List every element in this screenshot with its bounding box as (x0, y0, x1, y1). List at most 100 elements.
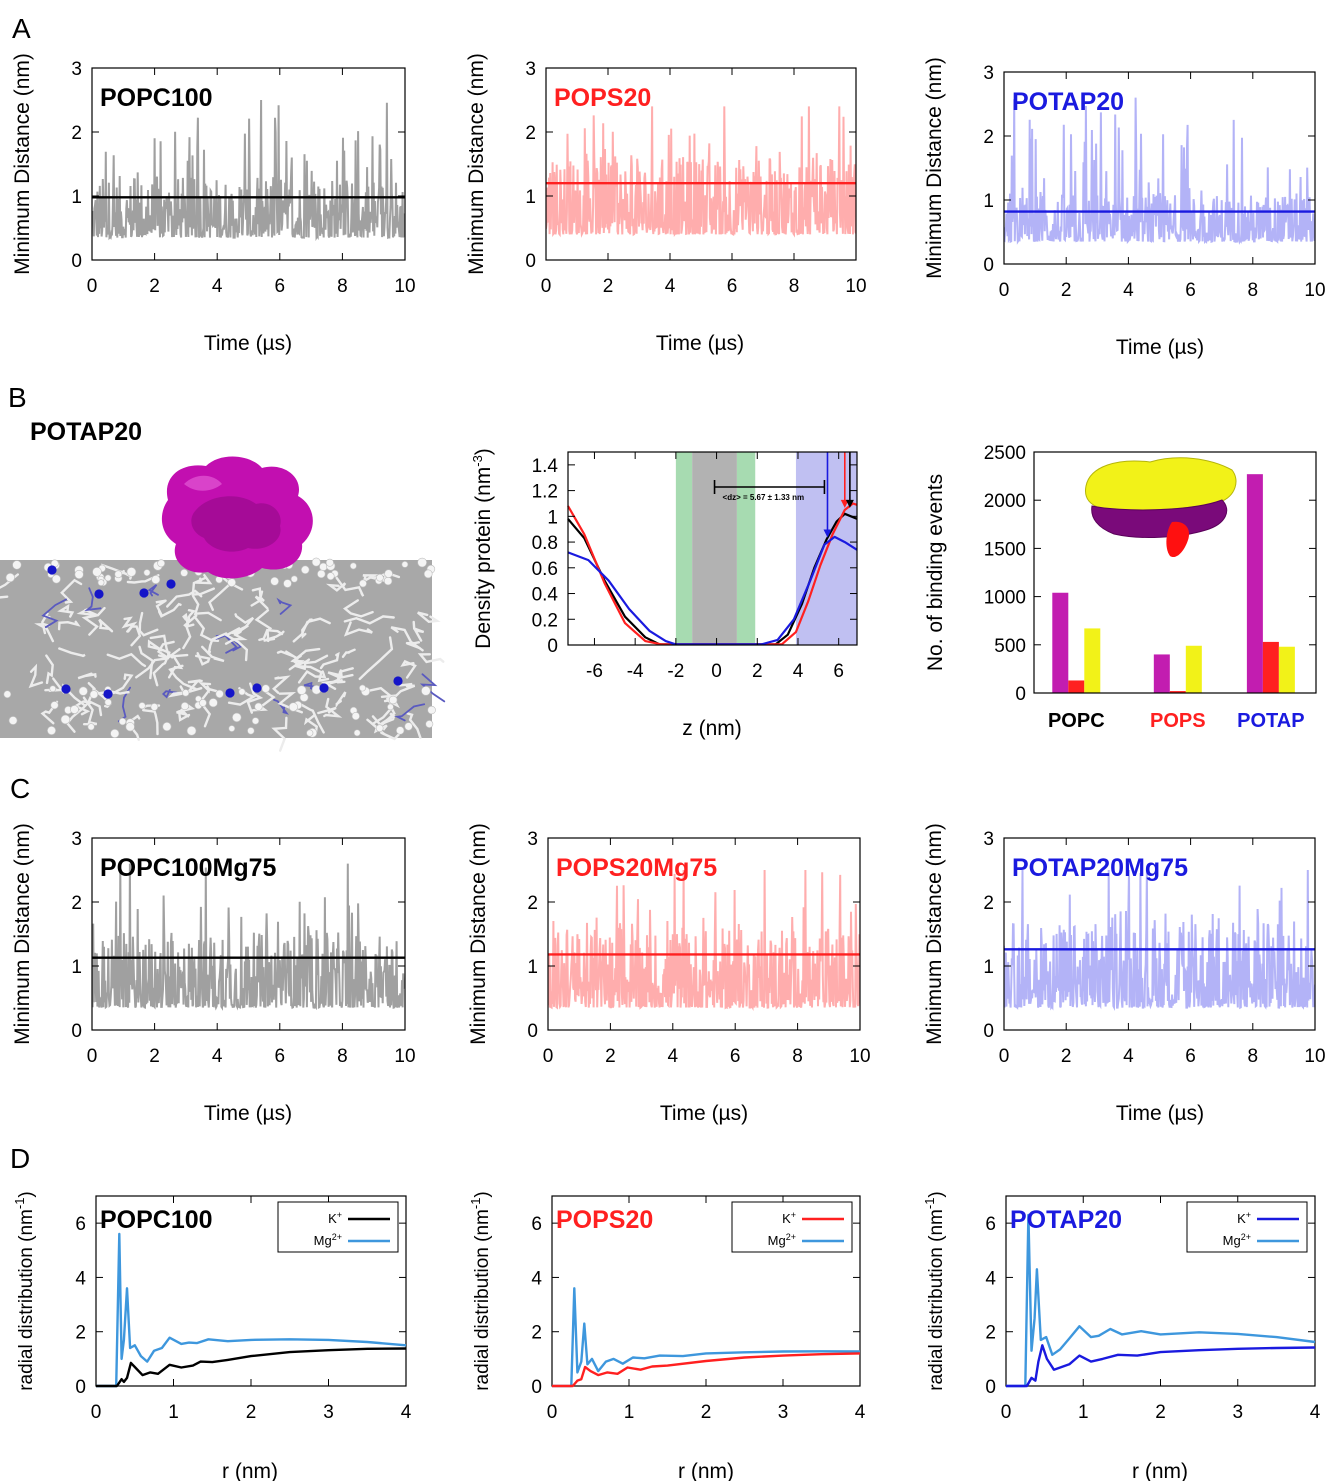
lipid-headgroup (50, 701, 59, 710)
lipid-headgroup (388, 695, 398, 705)
chart-d3: 0 1 2 3 4 0 2 4 6 radial distribution (nm-1) r (nm… (922, 1191, 1321, 1481)
y-tick-label: 500 (994, 636, 1026, 657)
lipid-tail (167, 653, 189, 679)
x-tick-label: 4 (1123, 1046, 1134, 1067)
lipid-headgroup (70, 705, 79, 714)
x-tick-label: 0 (1001, 1402, 1012, 1423)
plot-frame (1003, 71, 1316, 265)
lipid-tail (224, 630, 248, 645)
y-axis-label-end: ) (16, 1191, 37, 1197)
category-label: POPC (1048, 710, 1105, 732)
y-tick-label: 0 (525, 251, 536, 272)
lipid-tail (362, 574, 379, 585)
y-tick-label: 6 (985, 1214, 996, 1235)
lipid-headgroup (181, 689, 190, 697)
lipid-headgroup (150, 703, 159, 711)
membrane-band (736, 452, 756, 645)
panel-label-b: B (8, 382, 27, 413)
distance-trace (92, 99, 405, 242)
y-axis-label: Minimum Distance (nm) (11, 823, 34, 1045)
lipid-headgroup (228, 725, 236, 732)
lipid-headgroup (387, 703, 394, 711)
legend-label-text: Mg (1223, 1233, 1241, 1248)
plot-frame (1033, 451, 1317, 694)
y-tick-label: 1500 (984, 539, 1026, 560)
y-tick-label: 1 (525, 187, 536, 208)
inset-yellow-domain (1085, 457, 1237, 511)
rdf-series (1006, 1344, 1316, 1388)
lipid-headgroup (49, 685, 57, 692)
x-tick-label: 10 (1304, 1046, 1325, 1067)
lipid-tail (406, 712, 422, 739)
lipid-headgroup (97, 579, 105, 586)
lipid-tail (390, 626, 424, 652)
lipid-headgroup (251, 717, 260, 725)
legend-label: Mg2+ (314, 1232, 342, 1248)
x-axis-label: Time (µs) (204, 1102, 292, 1125)
legend-box (1186, 1201, 1308, 1253)
lipid-headgroup (114, 570, 123, 579)
lipid-headgroup (157, 559, 166, 568)
series-tag: POTAP20 (1012, 88, 1124, 116)
lipid-tail (412, 620, 425, 642)
lipid-headgroup (404, 722, 413, 731)
lipid-tail (192, 595, 222, 622)
plot-frame (91, 837, 406, 1031)
chart-d1: 0 1 2 3 4 0 2 4 6 radial distribution (nm-1) r (nm… (12, 1191, 412, 1481)
lipid-headgroup (74, 569, 84, 580)
y-axis-label: No. of binding events (924, 474, 947, 671)
y-tick-label: 3 (527, 829, 538, 850)
y-axis-label-text: Density protein (nm (472, 467, 495, 649)
lipid-tail (291, 654, 311, 667)
legend-label-sup: 2+ (786, 1232, 796, 1242)
x-tick-label: 2 (1061, 1046, 1072, 1067)
lipid-headgroup (232, 712, 242, 723)
distance-trace (546, 106, 856, 238)
inset-red-patch (1166, 521, 1190, 558)
y-axis-label-end: ) (472, 448, 495, 455)
chart-c1: 0 2 4 6 8 10 0 1 2 3 Minimum Distance (nm) Time (µs… (11, 823, 416, 1125)
x-axis-label: r (nm) (678, 1460, 734, 1481)
bar (1262, 641, 1279, 693)
y-tick-label: 2 (531, 1323, 542, 1344)
x-tick-label: 6 (727, 276, 738, 297)
lipid-headgroup (3, 690, 12, 699)
y-tick-label: 2 (527, 893, 538, 914)
y-tick-label: 2 (71, 123, 82, 144)
y-tick-label: 0 (527, 1021, 538, 1042)
lipid-headgroup (78, 686, 88, 696)
lipid-tail (417, 653, 445, 664)
lipid-headgroup (401, 561, 409, 568)
x-tick-label: 8 (337, 1046, 348, 1067)
lipid-headgroup (349, 562, 357, 570)
lipid-tail (327, 669, 354, 680)
y-tick-label: 1 (983, 191, 994, 212)
lipid-tail (149, 634, 174, 659)
lipid-tail (28, 663, 44, 689)
lipid-tail (184, 679, 203, 695)
lipid-headgroup (195, 695, 202, 703)
lipid-tail (400, 659, 417, 679)
lipid-headgroup (215, 689, 224, 699)
chart-b3: 0 500 1000 1500 2000 2500 POPC POPS POTAP No. of … (924, 443, 1317, 732)
lipid-headgroup (326, 572, 335, 581)
potap-headgroup (61, 684, 71, 694)
lipid-headgroup (104, 698, 112, 706)
membrane-band (675, 452, 693, 645)
y-tick-label: 0 (71, 1021, 82, 1042)
y-axis-label: Minimum Distance (nm) (923, 57, 946, 279)
lipid-tail (250, 587, 264, 607)
lipid-headgroup (125, 722, 135, 732)
x-axis-label: Time (µs) (660, 1102, 748, 1125)
lipid-tail (34, 622, 55, 643)
y-tick-label: 0 (985, 1377, 996, 1398)
lipid-tail (296, 665, 330, 683)
bar (1278, 646, 1295, 693)
lipid-tail (319, 651, 340, 670)
bar (1169, 691, 1186, 693)
lipid-headgroup (254, 702, 263, 711)
lipid-tail (271, 716, 288, 752)
y-tick-label: 1 (71, 187, 82, 208)
y-tick-label: 1 (547, 507, 558, 528)
